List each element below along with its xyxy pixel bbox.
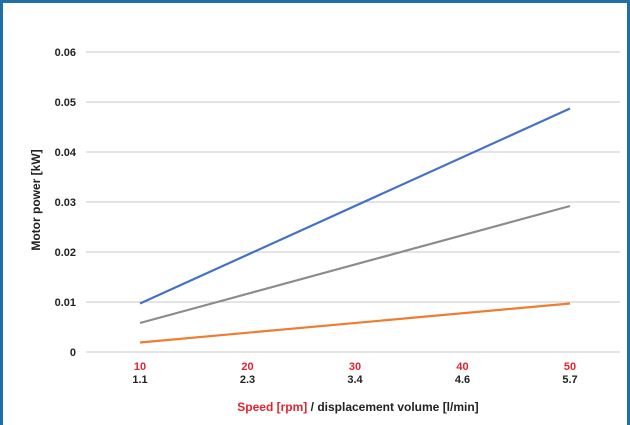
x-tick-label-volume: 3.4: [347, 374, 363, 386]
y-tick-label: 0.01: [55, 297, 76, 309]
y-tick-label: 0.05: [55, 97, 76, 109]
grid-lines: [86, 51, 620, 353]
y-axis-title: Motor power [kW]: [29, 149, 43, 250]
x-axis-ticks: 101.1 202.3 303.4 404.6 505.7: [132, 361, 577, 386]
series-line-2: [139, 204, 571, 325]
x-tick-label-speed: 20: [241, 361, 253, 373]
x-tick-label-volume: 1.1: [132, 374, 147, 386]
y-tick-label: 0.03: [55, 197, 76, 209]
series-line-1: [139, 107, 571, 305]
x-tick-label-volume: 2.3: [240, 374, 255, 386]
y-axis-ticks: 0 0.01 0.02 0.03 0.04 0.05 0.06: [55, 47, 77, 359]
x-tick-label-speed: 10: [134, 361, 146, 373]
series-lines: [139, 107, 571, 344]
x-tick-label-speed: 50: [564, 361, 576, 373]
x-tick-label-speed: 30: [349, 361, 361, 373]
x-axis-title: Speed [rpm] / displacement volume [l/min…: [237, 400, 478, 414]
x-axis-title-speed: Speed [rpm]: [237, 400, 307, 414]
x-axis-title-volume: / displacement volume [l/min]: [307, 400, 478, 414]
x-tick-label-speed: 40: [456, 361, 468, 373]
y-tick-label: 0.06: [55, 47, 76, 59]
y-tick-label: 0.02: [55, 247, 76, 259]
y-tick-label: 0: [70, 347, 76, 359]
series-line-3: [139, 302, 571, 344]
x-tick-label-volume: 5.7: [562, 374, 577, 386]
y-tick-label: 0.04: [55, 147, 77, 159]
x-tick-label-volume: 4.6: [455, 374, 470, 386]
